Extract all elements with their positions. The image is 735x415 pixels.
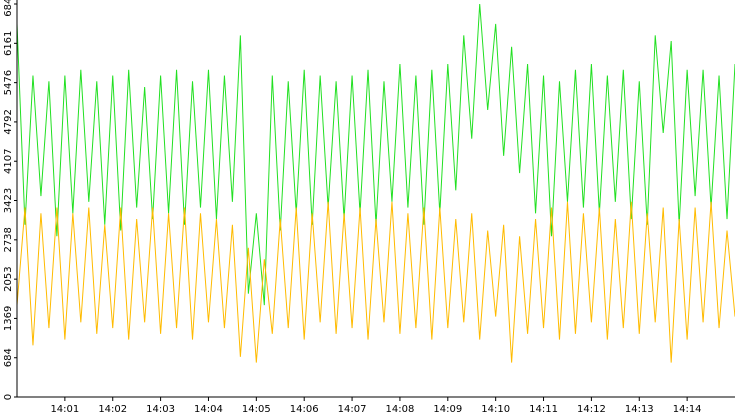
x-tick-label: 14:06 xyxy=(290,404,319,415)
y-tick-label: 3423 xyxy=(3,188,14,213)
y-tick-label: 1369 xyxy=(3,306,14,331)
x-tick-label: 14:13 xyxy=(625,404,654,415)
y-tick-label: 2738 xyxy=(3,227,14,252)
y-tick-label: 5476 xyxy=(3,70,14,95)
y-tick-label: 6161 xyxy=(3,31,14,56)
x-tick-label: 14:05 xyxy=(242,404,271,415)
y-tick-label: 4792 xyxy=(3,109,14,134)
x-tick-label: 14:09 xyxy=(433,404,462,415)
x-tick-label: 14:14 xyxy=(673,404,702,415)
x-tick-label: 14:10 xyxy=(481,404,510,415)
series-line xyxy=(16,201,735,363)
y-tick-label: 4107 xyxy=(3,149,14,174)
x-tick-label: 14:03 xyxy=(146,404,175,415)
x-tick-label: 14:07 xyxy=(338,404,367,415)
y-tick-label: 6846 xyxy=(3,0,14,17)
y-tick-label: 684 xyxy=(3,348,14,367)
x-tick-label: 14:04 xyxy=(194,404,223,415)
x-tick-label: 14:12 xyxy=(577,404,606,415)
x-tick-label: 14:11 xyxy=(529,404,558,415)
y-tick-label: 0 xyxy=(3,394,14,400)
x-tick-label: 14:01 xyxy=(50,404,79,415)
y-tick-label: 2053 xyxy=(3,266,14,291)
x-tick-label: 14:02 xyxy=(98,404,127,415)
x-tick-label: 14:08 xyxy=(386,404,415,415)
